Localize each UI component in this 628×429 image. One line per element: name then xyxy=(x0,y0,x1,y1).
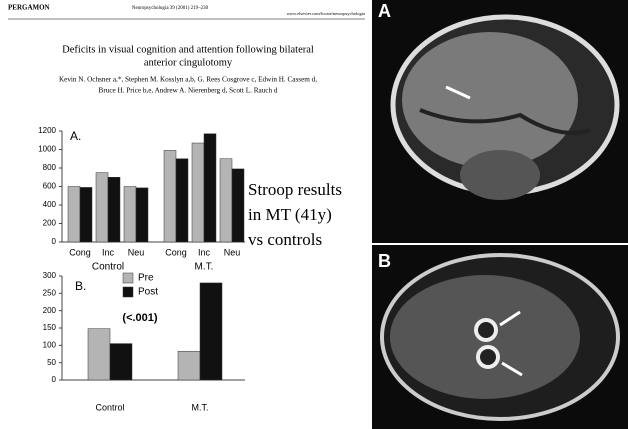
x-tick-label: Inc xyxy=(198,247,211,257)
caption: Stroop results xyxy=(248,180,342,199)
y-tick-label: 150 xyxy=(43,323,57,332)
x-tick-label: Cong xyxy=(165,247,187,257)
bar xyxy=(110,344,132,380)
bar xyxy=(176,159,188,242)
y-tick-label: 100 xyxy=(43,340,57,349)
slide: PERGAMON Neuropsychologia 39 (2001) 219–… xyxy=(0,0,628,429)
panel-label: A. xyxy=(70,129,81,143)
y-tick-label: 50 xyxy=(47,358,56,367)
bar xyxy=(124,187,136,243)
y-tick-label: 1000 xyxy=(38,145,56,154)
journal-url: www.elsevier.com/locate/neuropsychologia xyxy=(287,11,365,16)
bar xyxy=(220,159,232,242)
image-label: B xyxy=(378,251,391,271)
bar xyxy=(136,188,148,242)
lesion xyxy=(478,347,498,367)
x-tick-label: Control xyxy=(95,402,124,412)
x-tick-label: Neu xyxy=(128,247,145,257)
caption: in MT (41y) xyxy=(248,205,332,224)
y-tick-label: 0 xyxy=(52,237,57,246)
lesion xyxy=(476,320,496,340)
y-tick-label: 200 xyxy=(43,306,57,315)
annotation: (<.001) xyxy=(122,312,157,324)
bar xyxy=(108,177,120,242)
x-tick-label: Cong xyxy=(69,247,91,257)
bar xyxy=(204,134,216,242)
bar xyxy=(68,187,80,243)
bar xyxy=(192,143,204,242)
y-tick-label: 800 xyxy=(43,163,57,172)
y-tick-label: 300 xyxy=(43,271,57,280)
authors: Bruce H. Price b,e, Andrew A. Nierenberg… xyxy=(99,87,278,95)
legend-label: Pre xyxy=(138,273,154,284)
publisher: PERGAMON xyxy=(8,4,50,12)
image-label: A xyxy=(378,1,391,21)
y-tick-label: 250 xyxy=(43,288,57,297)
group-label: M.T. xyxy=(195,262,214,273)
y-tick-label: 400 xyxy=(43,200,57,209)
bar xyxy=(96,173,108,242)
bar xyxy=(88,329,110,380)
y-tick-label: 1200 xyxy=(38,126,56,135)
journal: Neuropsychologia 39 (2001) 219–230 xyxy=(132,6,209,11)
authors: Kevin N. Ochsner a,*, Stephen M. Kosslyn… xyxy=(59,76,317,84)
y-tick-label: 0 xyxy=(52,375,57,384)
x-tick-label: Neu xyxy=(224,247,241,257)
panel-label: B. xyxy=(75,279,86,293)
bar xyxy=(164,150,176,242)
x-tick-label: Inc xyxy=(102,247,115,257)
y-tick-label: 600 xyxy=(43,182,57,191)
bar xyxy=(232,169,244,242)
cerebellum xyxy=(460,150,540,200)
bar xyxy=(80,187,92,242)
bar xyxy=(178,351,200,380)
legend-swatch xyxy=(123,287,133,297)
caption: vs controls xyxy=(248,230,322,249)
brain xyxy=(402,32,578,168)
legend-label: Post xyxy=(138,287,158,298)
y-tick-label: 200 xyxy=(43,219,57,228)
x-tick-label: M.T. xyxy=(192,402,209,412)
group-label: Control xyxy=(92,262,124,273)
legend-swatch xyxy=(123,273,133,283)
paper-title: Deficits in visual cognition and attenti… xyxy=(62,44,314,55)
bar xyxy=(200,283,222,380)
paper-title: anterior cingulotomy xyxy=(144,57,233,68)
